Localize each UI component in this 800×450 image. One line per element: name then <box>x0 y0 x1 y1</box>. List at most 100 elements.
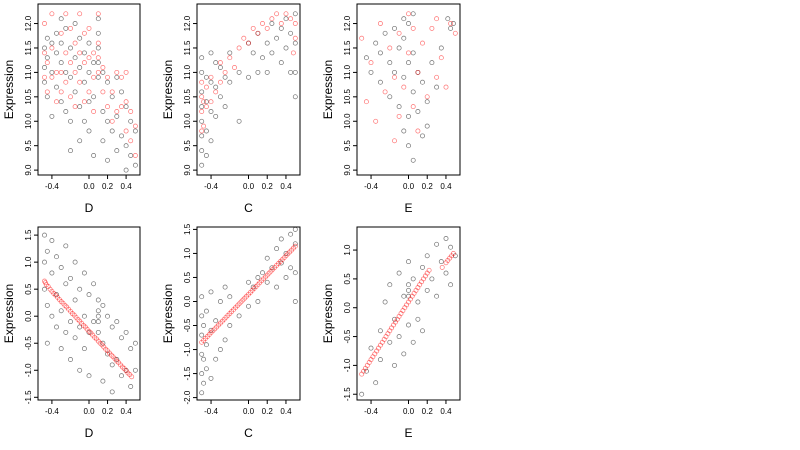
data-point-p4-s1-53 <box>123 329 129 335</box>
data-point-p3-s2-24 <box>438 55 444 61</box>
data-point-p3-s1-14 <box>401 74 407 80</box>
data-point-p4-s1-49 <box>114 319 120 325</box>
data-point-p1-s2-24 <box>77 50 83 56</box>
data-point-p1-s2-17 <box>68 25 73 31</box>
data-point-p6-s1-14 <box>401 293 407 299</box>
data-point-p2-s1-37 <box>269 50 275 56</box>
data-point-p1-s1-59 <box>123 104 129 110</box>
data-point-p3-s1-35 <box>401 16 407 22</box>
data-point-p3-s2-27 <box>452 30 458 36</box>
y-tick-label: 10.0 <box>24 113 33 129</box>
data-point-p1-s1-20 <box>68 45 73 51</box>
data-point-p2-s1-21 <box>217 65 223 70</box>
data-point-p6-s2-43 <box>450 251 456 256</box>
y-tick-label: 1.0 <box>343 244 352 256</box>
data-point-p6-s1-10 <box>392 362 397 368</box>
data-point-p4-s1-1 <box>42 232 47 238</box>
data-point-p3-s1-19 <box>406 143 411 149</box>
data-point-p1-s2-22 <box>72 104 78 110</box>
data-point-p2-s1-26 <box>236 118 242 124</box>
data-point-p5-s1-40 <box>288 231 294 237</box>
data-point-p2-s1-39 <box>278 60 284 66</box>
data-point-p5-s2-51 <box>292 243 298 249</box>
y-tick-label: 11.0 <box>183 64 192 80</box>
data-point-p1-s1-58 <box>119 133 124 139</box>
data-point-p3-s1-27 <box>424 99 430 105</box>
data-point-p1-s1-28 <box>77 65 83 70</box>
data-point-p1-s2-8 <box>49 74 55 80</box>
x-axis-label: D <box>85 426 94 440</box>
y-axis-label: Expression <box>2 60 16 119</box>
data-point-p1-s1-64 <box>132 128 138 134</box>
data-point-p1-s1-23 <box>68 148 73 154</box>
data-point-p3-s2-12 <box>401 84 407 90</box>
x-tick-label: -0.4 <box>364 407 378 416</box>
data-point-p1-s2-15 <box>63 50 69 56</box>
data-point-p5-s1-31 <box>264 279 270 285</box>
data-point-p5-s1-4 <box>199 332 205 338</box>
x-tick-label: 0.4 <box>280 182 292 191</box>
data-point-p6-s1-23 <box>415 299 421 305</box>
data-point-p4-s1-51 <box>119 335 124 341</box>
y-tick-label: 10.5 <box>183 88 192 104</box>
y-axis-label: Expression <box>321 284 335 343</box>
data-point-p1-s2-20 <box>72 40 78 46</box>
data-point-p3-s2-3 <box>368 60 374 66</box>
data-point-p6-s1-17 <box>406 287 411 293</box>
data-point-p6-s1-19 <box>406 322 411 328</box>
data-point-p4-s1-5 <box>44 302 50 308</box>
data-point-p2-s2-16 <box>232 65 237 70</box>
data-point-p4-s1-10 <box>54 254 59 260</box>
data-point-p2-s2-17 <box>236 45 242 51</box>
data-point-p2-s1-46 <box>292 40 298 46</box>
y-tick-label: 10.5 <box>343 88 352 104</box>
data-point-p2-s2-7 <box>203 104 209 110</box>
data-point-p3-s1-10 <box>392 69 397 75</box>
data-point-p1-s1-17 <box>63 25 69 31</box>
y-tick-label: 11.0 <box>343 64 352 80</box>
x-tick-label: 0.2 <box>422 182 434 191</box>
data-point-p4-s1-41 <box>100 302 106 308</box>
data-point-p2-s1-25 <box>227 50 233 56</box>
data-point-p6-s1-15 <box>401 351 407 357</box>
data-point-p6-s2-38 <box>439 264 445 270</box>
data-point-p2-s1-40 <box>278 25 284 31</box>
y-tick-label: 12.0 <box>183 15 192 31</box>
data-point-p3-s1-12 <box>396 45 402 51</box>
data-point-p5-s1-36 <box>278 260 284 266</box>
y-axis-label: Expression <box>321 60 335 119</box>
y-tick-label: 10.0 <box>183 113 192 129</box>
data-point-p1-s1-52 <box>109 94 115 100</box>
data-point-p3-s1-17 <box>406 60 411 66</box>
data-point-p6-s1-30 <box>434 241 440 247</box>
data-point-p2-s1-24 <box>227 79 233 85</box>
data-point-p4-s1-37 <box>95 308 101 314</box>
x-tick-label: 0.2 <box>422 407 434 416</box>
data-point-p5-s1-30 <box>260 270 265 276</box>
data-point-p4-s1-36 <box>95 297 101 303</box>
data-point-p5-s1-3 <box>199 351 205 357</box>
data-point-p4-s1-20 <box>68 319 73 325</box>
data-point-p1-s2-4 <box>44 60 50 66</box>
data-point-p2-s1-33 <box>260 55 265 61</box>
data-point-p3-s2-16 <box>410 25 416 31</box>
data-point-p3-s1-36 <box>410 11 416 17</box>
data-point-p1-s1-38 <box>91 60 97 66</box>
x-tick-label: -0.4 <box>45 407 59 416</box>
data-point-p5-s1-32 <box>264 255 270 261</box>
data-point-p3-s1-1 <box>363 55 369 61</box>
data-point-p1-s1-11 <box>54 50 59 56</box>
data-point-p1-s1-22 <box>68 118 73 124</box>
y-tick-label: 0.0 <box>24 310 33 322</box>
data-point-p6-s1-28 <box>424 253 430 259</box>
x-tick-label: -0.4 <box>364 182 378 191</box>
x-tick-label: 0.0 <box>83 407 95 416</box>
data-point-p4-s1-28 <box>81 270 87 276</box>
data-point-p6-s1-11 <box>392 316 397 322</box>
data-point-p1-s2-42 <box>105 104 110 110</box>
data-point-p2-s2-5 <box>201 123 207 129</box>
x-axis-label: C <box>244 426 253 440</box>
y-tick-label: -1.5 <box>343 387 352 401</box>
data-point-p2-s1-43 <box>288 69 294 75</box>
data-point-p3-s2-18 <box>415 128 421 134</box>
